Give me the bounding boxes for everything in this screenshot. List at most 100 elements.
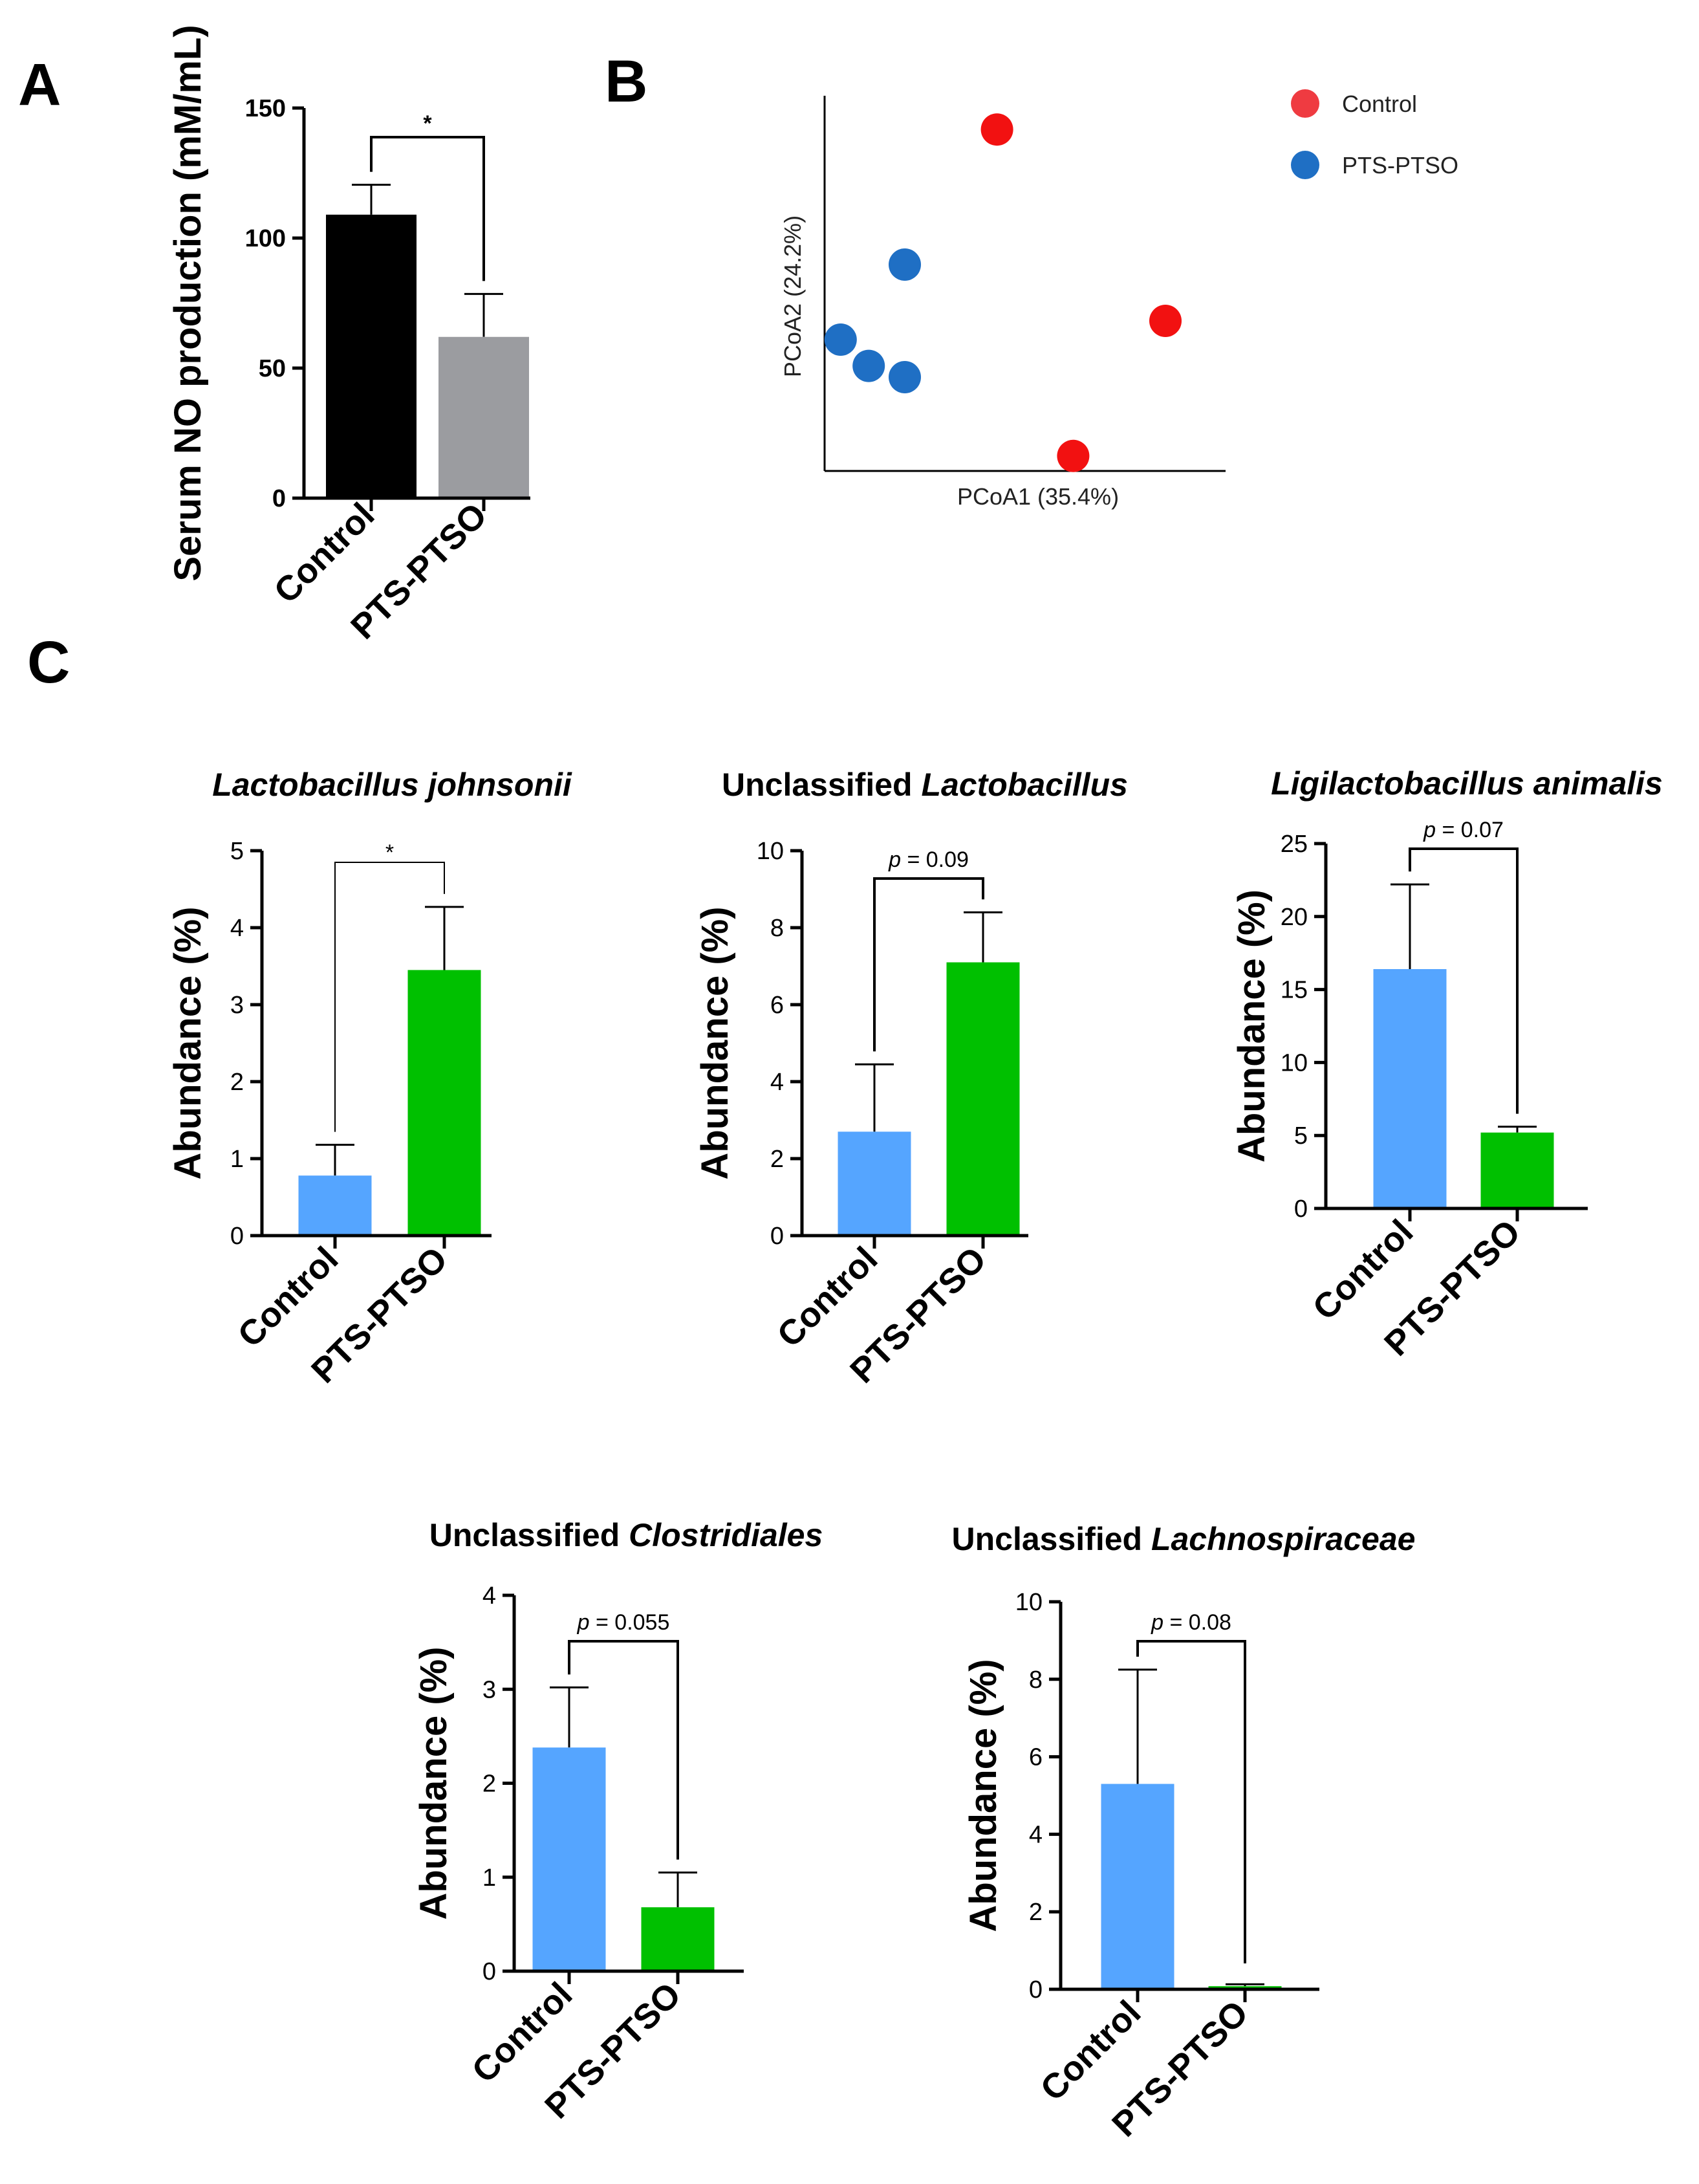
- y-tick-label-2: 2: [482, 1771, 496, 1798]
- chart-title: Unclassified Lactobacillus: [722, 767, 1128, 803]
- category-label-0: Control: [266, 496, 382, 611]
- y-tick-label-4: 8: [1029, 1666, 1043, 1694]
- y-axis-label: Abundance (%): [413, 1646, 455, 1919]
- y-tick-label-0: 0: [1029, 1976, 1043, 2004]
- chart-title-plain: Unclassified: [429, 1517, 629, 1553]
- y-tick-label-3: 3: [482, 1676, 496, 1703]
- y-tick-label-2: 10: [1281, 1049, 1308, 1076]
- y-tick-label-2: 4: [770, 1069, 784, 1096]
- y-axis-label: Abundance (%): [1231, 890, 1273, 1163]
- y-tick-label-4: 4: [482, 1582, 496, 1610]
- category-label-0: Control: [230, 1239, 345, 1355]
- bar-control: [1101, 1784, 1174, 1989]
- y-tick-label-0: 0: [482, 1958, 496, 1985]
- y-tick-label-3: 3: [230, 992, 244, 1019]
- significance-bracket: [873, 877, 984, 1052]
- significance-value: = 0.07: [1436, 818, 1504, 842]
- significance-text: p = 0.07: [1423, 818, 1504, 842]
- y-tick-label-3: 15: [1281, 977, 1308, 1004]
- chart-b-pcoa: PCoA1 (35.4%) PCoA2 (24.2%) Control PTS-PTS…: [779, 89, 1458, 510]
- y-tick-label-0: 0: [230, 1223, 244, 1250]
- y-tick-label-0: 0: [272, 485, 286, 512]
- legend-label-pts-ptso: PTS-PTSO: [1342, 152, 1458, 179]
- chart-title-italic: Clostridiales: [629, 1517, 823, 1553]
- y-tick-label-1: 50: [259, 355, 286, 382]
- significance-p: p: [577, 1610, 590, 1635]
- significance-text: p = 0.055: [577, 1610, 670, 1635]
- bar-pts-ptso: [438, 336, 529, 498]
- y-tick-label-0: 0: [770, 1223, 784, 1250]
- y-tick-label-2: 4: [1029, 1821, 1043, 1848]
- bar-control: [326, 214, 417, 498]
- legend-marker-control: [1291, 89, 1319, 118]
- y-tick-label-3: 6: [1029, 1744, 1043, 1771]
- point-pts-ptso-0: [889, 248, 921, 281]
- panel-label-c: C: [27, 629, 70, 695]
- significance-bracket: [334, 862, 445, 1132]
- y-tick-label-1: 2: [770, 1146, 784, 1173]
- chart-title: Unclassified Lachnospiraceae: [952, 1521, 1416, 1557]
- y-tick-label-3: 6: [770, 992, 784, 1019]
- chart-title-italic: Lachnospiraceae: [1151, 1521, 1416, 1557]
- y-axis-label: PCoA2 (24.2%): [779, 215, 806, 377]
- y-tick-label-1: 2: [1029, 1899, 1043, 1926]
- y-tick-label-4: 20: [1281, 904, 1308, 931]
- y-tick-label-4: 8: [770, 915, 784, 942]
- y-tick-label-4: 4: [230, 915, 244, 942]
- bar-pts-ptso: [946, 962, 1020, 1236]
- chart-title-italic: Lactobacillus johnsonii: [212, 767, 572, 803]
- bar-control: [838, 1131, 911, 1236]
- legend-label-control: Control: [1342, 91, 1417, 117]
- significance-p: p: [1423, 818, 1436, 842]
- significance-value: = 0.055: [590, 1610, 670, 1635]
- significance-bracket: [1409, 847, 1519, 1114]
- y-axis-label: Abundance (%): [694, 906, 736, 1179]
- point-control-1: [1149, 305, 1182, 337]
- y-axis-label: Serum NO production (mM/mL): [167, 25, 209, 581]
- y-tick-label-2: 2: [230, 1069, 244, 1096]
- y-tick-label-0: 0: [1294, 1196, 1308, 1223]
- significance-value: = 0.09: [901, 847, 969, 872]
- significance-text: p = 0.09: [888, 847, 969, 872]
- point-pts-ptso-1: [824, 323, 857, 356]
- chart-title: Unclassified Clostridiales: [429, 1517, 823, 1553]
- point-pts-ptso-2: [852, 349, 885, 382]
- significance-bracket: [370, 136, 485, 281]
- x-axis-label: PCoA1 (35.4%): [957, 483, 1119, 510]
- y-tick-label-5: 10: [757, 838, 784, 865]
- significance-bracket: [568, 1640, 679, 1860]
- significance-p: p: [1151, 1610, 1163, 1635]
- y-tick-label-2: 100: [245, 225, 286, 252]
- chart-title-italic: Ligilactobacillus animalis: [1271, 765, 1663, 802]
- bar-pts-ptso: [641, 1907, 715, 1971]
- y-tick-label-5: 25: [1281, 831, 1308, 858]
- point-control-2: [1057, 439, 1090, 472]
- significance-text: p = 0.08: [1151, 1610, 1231, 1635]
- y-tick-label-1: 1: [230, 1146, 244, 1173]
- bar-control: [1373, 969, 1447, 1208]
- chart-title-italic: Lactobacillus: [921, 767, 1128, 803]
- panel-label-b: B: [605, 49, 647, 115]
- chart-title-plain: Unclassified: [952, 1521, 1151, 1557]
- significance-bracket: [1136, 1640, 1246, 1963]
- significance-text: *: [423, 111, 432, 136]
- chart-title: Ligilactobacillus animalis: [1271, 765, 1663, 802]
- significance-value: = 0.08: [1163, 1610, 1231, 1635]
- y-axis-label: Abundance (%): [962, 1659, 1004, 1932]
- bar-pts-ptso: [407, 970, 481, 1236]
- y-tick-label-1: 1: [482, 1864, 496, 1892]
- panel-label-a: A: [18, 52, 61, 118]
- y-tick-label-5: 5: [230, 838, 244, 865]
- y-tick-label-1: 5: [1294, 1122, 1308, 1150]
- bar-control: [532, 1747, 606, 1971]
- y-tick-label-3: 150: [245, 95, 286, 122]
- y-axis-label: Abundance (%): [167, 906, 209, 1179]
- point-control-0: [980, 113, 1013, 146]
- significance-p: p: [888, 847, 901, 872]
- legend-marker-pts-ptso: [1291, 151, 1319, 179]
